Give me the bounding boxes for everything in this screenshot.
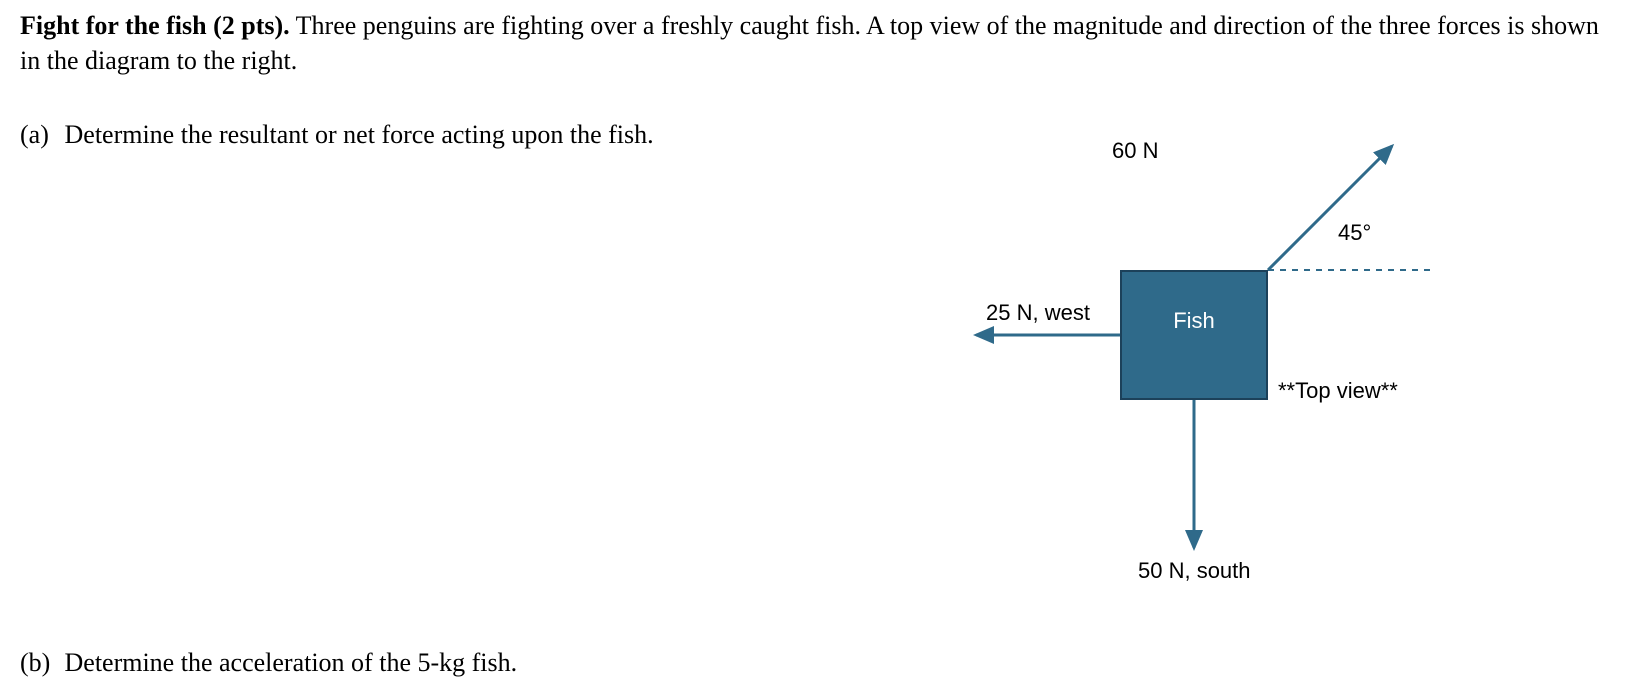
page: Fight for the fish (2 pts). Three pengui… xyxy=(0,0,1630,688)
west-force-label: 25 N, west xyxy=(986,300,1090,326)
fish-box-border xyxy=(1120,270,1268,400)
problem-statement: Fight for the fish (2 pts). Three pengui… xyxy=(20,8,1610,78)
question-b: (b) Determine the acceleration of the 5-… xyxy=(20,648,517,678)
question-a-text: Determine the resultant or net force act… xyxy=(65,120,654,149)
force-diagram: Fish 25 N, west 50 N, south 60 N 45° **T… xyxy=(940,140,1460,600)
northeast-force-angle-label: 45° xyxy=(1338,220,1371,246)
south-force-label: 50 N, south xyxy=(1138,558,1251,584)
problem-title: Fight for the fish (2 pts). xyxy=(20,11,290,40)
top-view-note: **Top view** xyxy=(1278,378,1398,404)
question-b-text: Determine the acceleration of the 5-kg f… xyxy=(65,648,518,677)
question-a-label: (a) xyxy=(20,120,58,150)
fish-box: Fish xyxy=(1120,270,1268,400)
northeast-force-arrow xyxy=(1268,146,1392,270)
fish-label: Fish xyxy=(1120,308,1268,334)
northeast-force-magnitude-label: 60 N xyxy=(1112,138,1158,164)
question-b-label: (b) xyxy=(20,648,58,678)
